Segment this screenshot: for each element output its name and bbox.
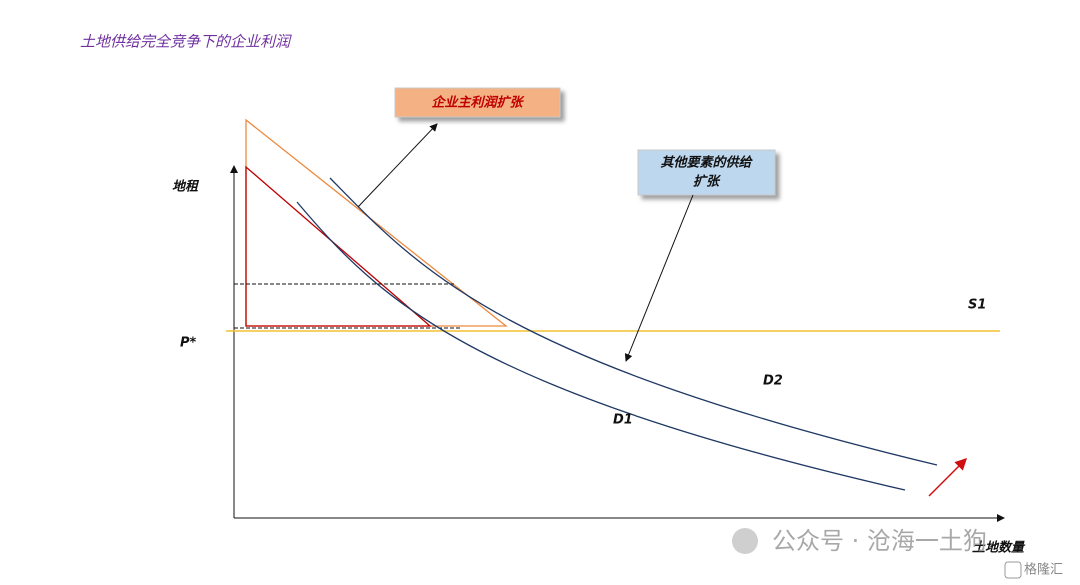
callout-text: 企业主利润扩张 [431, 95, 524, 111]
price-label: P* [180, 336, 197, 351]
supply-label: S1 [968, 298, 986, 313]
watermark-logo [1004, 561, 1022, 579]
callout-box [637, 149, 776, 196]
callout-text: 其他要素的供给 [660, 155, 753, 171]
title: 土地供给完全竞争下的企业利润 [80, 33, 292, 51]
demand-1-label: D1 [613, 413, 633, 428]
demand-curve-1 [296, 201, 906, 491]
x-axis-label: 土地数量 [972, 540, 1026, 556]
watermark-source: 格隆汇 [1024, 562, 1063, 578]
demand-curve-2 [329, 177, 938, 466]
demand-2-label: D2 [763, 374, 783, 389]
callout-arrow [357, 123, 438, 208]
shift-arrow [928, 457, 968, 497]
callout-text: 扩张 [693, 174, 721, 190]
watermark: 公众号 · 沧海一土狗 [772, 527, 987, 555]
callout-arrow [624, 194, 694, 362]
watermark-icon [732, 528, 758, 554]
profit-area [245, 165, 432, 327]
callout-box [394, 87, 561, 118]
y-axis-label: 地租 [172, 179, 200, 195]
